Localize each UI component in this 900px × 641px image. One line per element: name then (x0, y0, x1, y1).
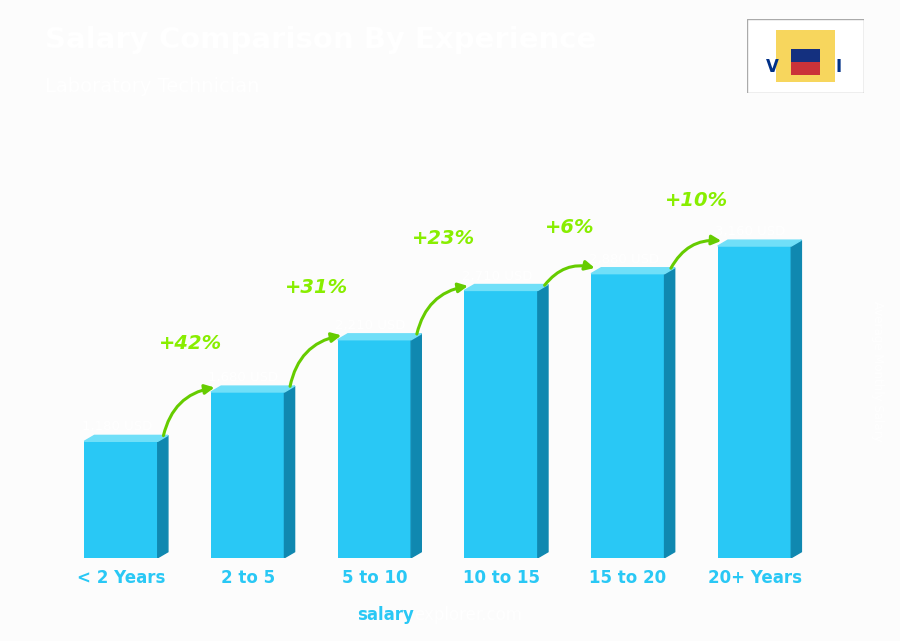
Text: Average Monthly Salary: Average Monthly Salary (871, 301, 884, 442)
Text: V: V (766, 58, 779, 76)
Text: +23%: +23% (412, 229, 475, 248)
Polygon shape (158, 435, 168, 558)
Text: +42%: +42% (158, 333, 221, 353)
FancyBboxPatch shape (464, 290, 538, 558)
Bar (270, 0, 315, 641)
Text: +31%: +31% (285, 278, 348, 297)
Text: 1,680 USD: 1,680 USD (209, 371, 279, 384)
Polygon shape (538, 285, 548, 558)
FancyBboxPatch shape (338, 340, 411, 558)
Polygon shape (464, 285, 548, 290)
Polygon shape (85, 435, 168, 441)
Text: salary: salary (357, 606, 414, 624)
FancyBboxPatch shape (85, 441, 158, 558)
Bar (180, 0, 225, 641)
Polygon shape (211, 386, 294, 392)
Bar (791, 49, 820, 62)
Bar (45, 0, 90, 641)
Text: Salary Comparison By Experience: Salary Comparison By Experience (45, 26, 596, 54)
Polygon shape (338, 334, 421, 340)
Text: 2,210 USD: 2,210 USD (335, 319, 406, 332)
Bar (90, 0, 135, 641)
Text: 1,180 USD: 1,180 USD (82, 420, 152, 433)
Polygon shape (791, 240, 801, 558)
Bar (360, 0, 405, 641)
Text: I: I (835, 58, 842, 76)
Bar (675, 0, 720, 641)
Text: 3,160 USD: 3,160 USD (716, 225, 786, 238)
Text: +6%: +6% (545, 218, 595, 237)
Text: +10%: +10% (665, 190, 728, 210)
FancyBboxPatch shape (591, 274, 664, 558)
Bar (540, 0, 585, 641)
Bar (791, 49, 820, 74)
Bar (225, 0, 270, 641)
Text: 2,880 USD: 2,880 USD (589, 253, 659, 266)
Bar (630, 0, 675, 641)
Bar (585, 0, 630, 641)
Text: explorer.com: explorer.com (414, 606, 522, 624)
Bar (776, 30, 835, 82)
FancyBboxPatch shape (718, 246, 791, 558)
Text: Laboratory Technician: Laboratory Technician (45, 77, 259, 96)
Bar (450, 0, 495, 641)
Bar (855, 0, 900, 641)
Bar (0, 0, 45, 641)
Text: 2,710 USD: 2,710 USD (462, 269, 532, 283)
Polygon shape (591, 268, 675, 274)
Bar (720, 0, 765, 641)
Bar (405, 0, 450, 641)
Polygon shape (664, 268, 675, 558)
Polygon shape (411, 334, 421, 558)
Polygon shape (284, 386, 294, 558)
Bar (315, 0, 360, 641)
Bar (765, 0, 810, 641)
Bar (135, 0, 180, 641)
Bar (495, 0, 540, 641)
Bar (810, 0, 855, 641)
Polygon shape (718, 240, 801, 246)
FancyBboxPatch shape (211, 392, 284, 558)
